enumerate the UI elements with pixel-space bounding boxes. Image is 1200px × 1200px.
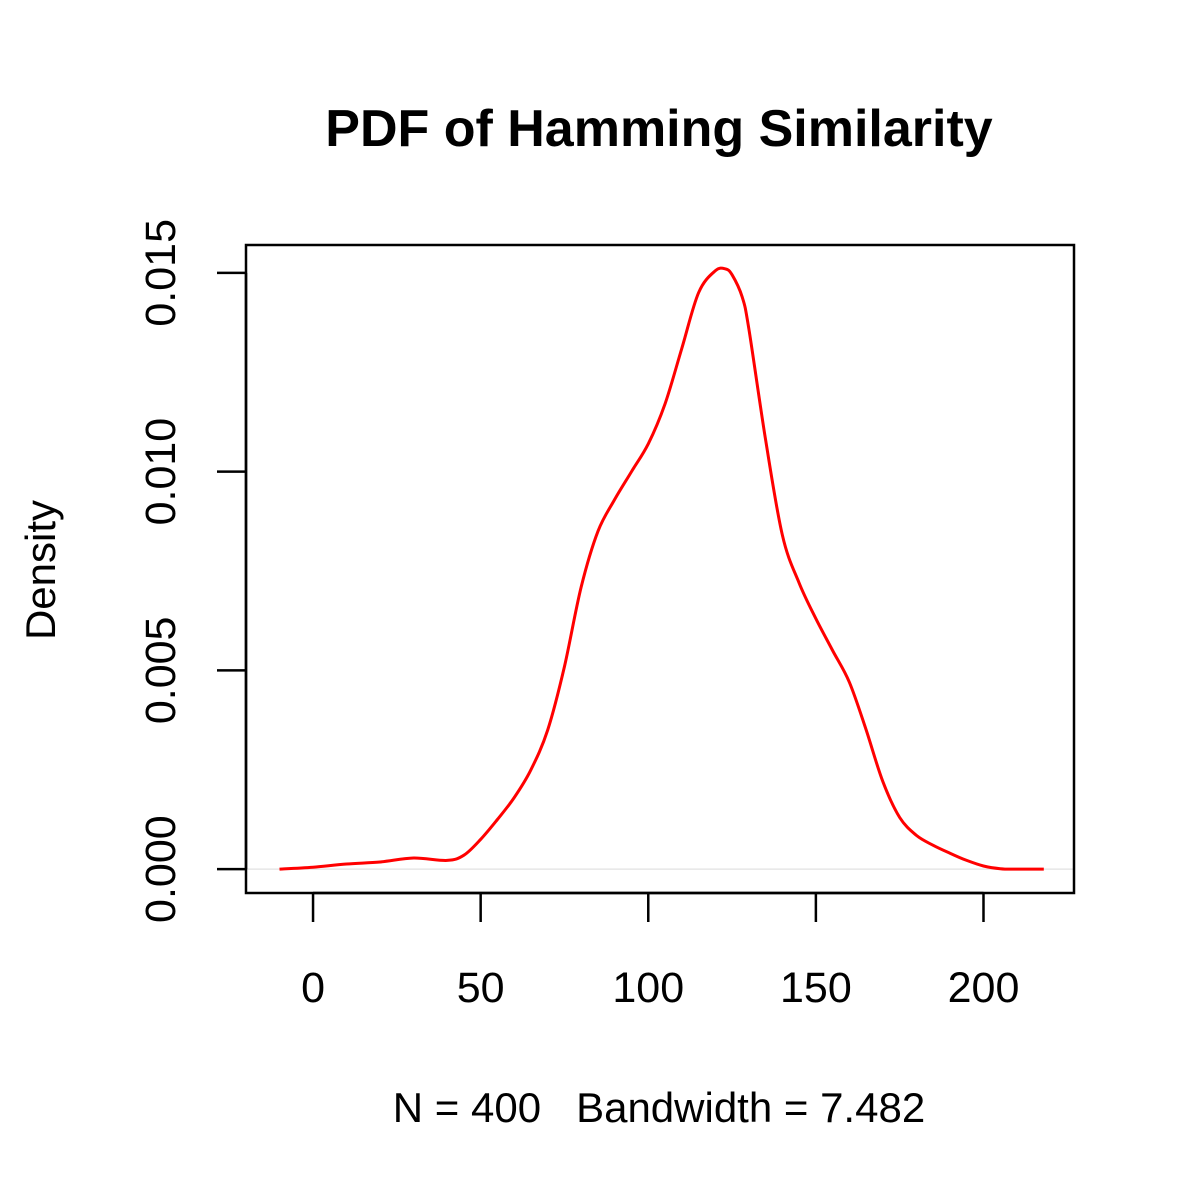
x-tick-label: 0 [301, 964, 325, 1012]
y-tick-label: 0.005 [137, 617, 185, 725]
y-tick-label: 0.015 [137, 219, 185, 327]
y-tick-label: 0.010 [137, 418, 185, 526]
x-tick-label: 50 [457, 964, 505, 1012]
y-axis-label: Density [17, 500, 64, 640]
x-axis-label: N = 400 Bandwidth = 7.482 [393, 1084, 925, 1131]
y-axis: 0.000 0.005 0.010 0.015 [137, 219, 248, 923]
y-tick-label: 0.000 [137, 815, 185, 923]
x-tick-label: 200 [948, 964, 1020, 1012]
x-axis: 0 50 100 150 200 [301, 891, 1020, 1012]
density-curve [279, 266, 1044, 871]
x-tick-label: 150 [780, 964, 852, 1012]
x-tick-label: 100 [612, 964, 684, 1012]
plot-frame [244, 243, 1076, 895]
chart-title: PDF of Hamming Similarity [325, 100, 993, 158]
